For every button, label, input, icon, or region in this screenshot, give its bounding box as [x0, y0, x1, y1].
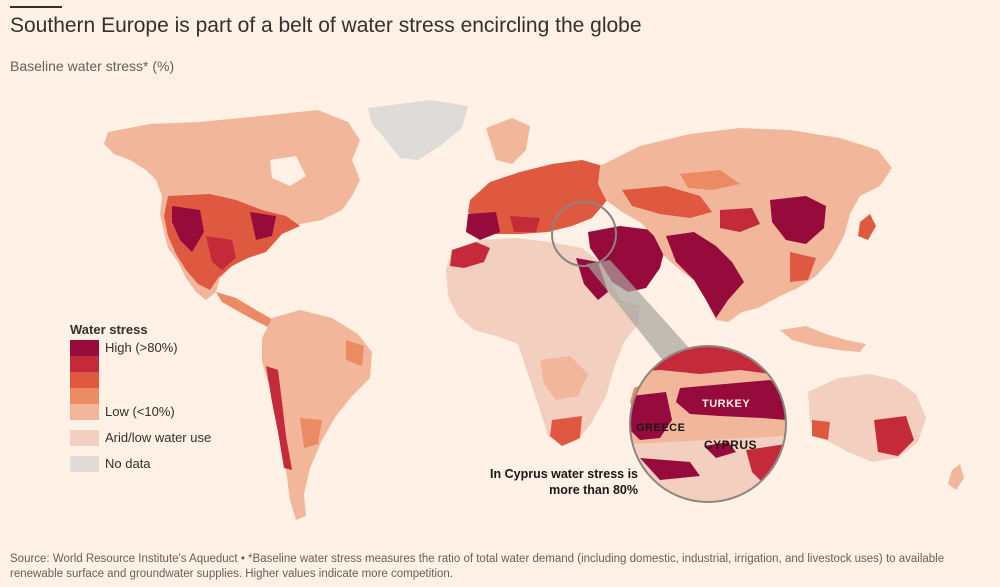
- top-rule: [10, 6, 62, 8]
- inset-label-cyprus: CYPRUS: [704, 438, 758, 452]
- australia: [808, 374, 926, 462]
- focus-circle: [551, 201, 617, 267]
- legend-ramp: High (>80%) Low (<10%): [70, 340, 270, 420]
- chart-title: Southern Europe is part of a belt of wat…: [10, 14, 642, 37]
- swatch-step2: [70, 356, 99, 372]
- magnifier-connector: [586, 260, 700, 372]
- new-zealand: [948, 464, 964, 490]
- europe: [468, 160, 618, 234]
- legend-low-label: Low (<10%): [105, 404, 175, 419]
- swatch-low: [70, 404, 99, 420]
- legend: Water stress High (>80%) Low (<10%) Arid…: [70, 322, 270, 478]
- indonesia: [780, 326, 866, 352]
- swatch-step3: [70, 372, 99, 388]
- swatch-step4: [70, 388, 99, 404]
- greenland: [368, 100, 468, 160]
- chart-subtitle: Baseline water stress* (%): [10, 58, 175, 74]
- japan: [858, 214, 876, 240]
- legend-arid-row: Arid/low water use: [70, 426, 270, 452]
- legend-high-label: High (>80%): [105, 340, 178, 355]
- central-america: [216, 292, 278, 328]
- world-map: [104, 100, 964, 520]
- legend-title: Water stress: [70, 322, 148, 337]
- inset-label-turkey: TURKEY: [702, 398, 751, 410]
- inset-magnifier: [629, 345, 787, 503]
- swatch-arid: [70, 430, 99, 446]
- swatch-nodata: [70, 456, 99, 472]
- source-note: Source: World Resource Institute's Aqued…: [10, 553, 945, 580]
- legend-nodata-row: No data: [70, 452, 270, 478]
- legend-nodata-label: No data: [105, 456, 151, 471]
- legend-arid-label: Arid/low water use: [105, 430, 212, 445]
- middle-east: [588, 226, 666, 292]
- cyprus-callout: In Cyprus water stress is more than 80%: [490, 467, 638, 497]
- swatch-high: [70, 340, 99, 356]
- inset-label-greece: GREECE: [636, 422, 686, 434]
